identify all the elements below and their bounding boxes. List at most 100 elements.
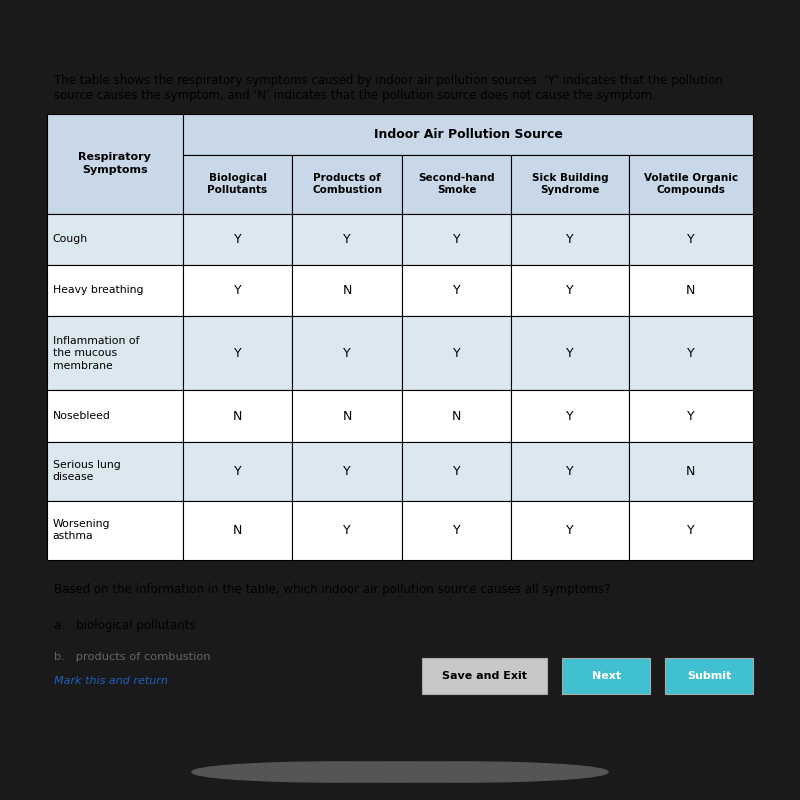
- Text: Y: Y: [687, 524, 694, 537]
- Text: N: N: [686, 284, 696, 297]
- Text: Y: Y: [453, 233, 461, 246]
- Bar: [182, 316, 292, 390]
- Text: Products of
Combustion: Products of Combustion: [312, 173, 382, 195]
- Bar: [46, 316, 182, 390]
- Bar: [46, 214, 182, 265]
- Bar: [182, 114, 754, 154]
- Text: N: N: [452, 410, 462, 422]
- Bar: [46, 114, 182, 214]
- Bar: [402, 501, 511, 560]
- Text: N: N: [233, 410, 242, 422]
- Text: Sick Building
Syndrome: Sick Building Syndrome: [532, 173, 608, 195]
- Bar: [292, 390, 402, 442]
- Bar: [511, 390, 629, 442]
- Text: Y: Y: [453, 347, 461, 360]
- Text: Y: Y: [687, 347, 694, 360]
- Bar: [182, 501, 292, 560]
- Bar: [511, 442, 629, 501]
- Bar: [629, 442, 754, 501]
- Text: Volatile Organic
Compounds: Volatile Organic Compounds: [644, 173, 738, 195]
- Circle shape: [256, 762, 544, 782]
- Bar: [511, 214, 629, 265]
- Text: Y: Y: [343, 233, 351, 246]
- Text: Biological
Pollutants: Biological Pollutants: [207, 173, 267, 195]
- Text: Y: Y: [566, 347, 574, 360]
- Text: Y: Y: [566, 524, 574, 537]
- Bar: [292, 501, 402, 560]
- Text: Y: Y: [234, 465, 242, 478]
- Text: N: N: [342, 410, 352, 422]
- Text: N: N: [233, 524, 242, 537]
- Text: Y: Y: [234, 347, 242, 360]
- Bar: [511, 154, 629, 214]
- Bar: [402, 442, 511, 501]
- Text: Y: Y: [687, 233, 694, 246]
- Bar: [182, 265, 292, 316]
- Text: Indoor Air Pollution Source: Indoor Air Pollution Source: [374, 128, 562, 141]
- Text: Inflammation of
the mucous
membrane: Inflammation of the mucous membrane: [53, 336, 139, 370]
- Circle shape: [192, 762, 480, 782]
- Bar: [402, 154, 511, 214]
- Text: N: N: [342, 284, 352, 297]
- Bar: [46, 265, 182, 316]
- Bar: [182, 154, 292, 214]
- Bar: [402, 316, 511, 390]
- Text: Heavy breathing: Heavy breathing: [53, 286, 143, 295]
- Bar: [182, 442, 292, 501]
- Text: Y: Y: [234, 233, 242, 246]
- Bar: [182, 214, 292, 265]
- Bar: [182, 390, 292, 442]
- Bar: [402, 390, 511, 442]
- Text: Cough: Cough: [53, 234, 88, 244]
- Bar: [511, 265, 629, 316]
- Text: Y: Y: [343, 524, 351, 537]
- Text: a.   biological pollutants: a. biological pollutants: [54, 618, 196, 632]
- Bar: [402, 265, 511, 316]
- Bar: [292, 214, 402, 265]
- Bar: [629, 501, 754, 560]
- Text: Y: Y: [566, 233, 574, 246]
- Text: Submit: Submit: [687, 671, 731, 681]
- Text: Next: Next: [591, 671, 621, 681]
- Bar: [629, 154, 754, 214]
- Text: Worsening
asthma: Worsening asthma: [53, 519, 110, 542]
- Text: The table shows the respiratory symptoms caused by indoor air pollution sources.: The table shows the respiratory symptoms…: [54, 74, 723, 102]
- Text: Y: Y: [566, 284, 574, 297]
- Text: Y: Y: [453, 465, 461, 478]
- Text: Nosebleed: Nosebleed: [53, 411, 110, 421]
- Bar: [511, 316, 629, 390]
- Text: Y: Y: [343, 347, 351, 360]
- Text: Mark this and return: Mark this and return: [54, 676, 168, 686]
- Text: Second-hand
Smoke: Second-hand Smoke: [418, 173, 495, 195]
- Bar: [562, 658, 650, 694]
- Text: Serious lung
disease: Serious lung disease: [53, 460, 120, 482]
- Text: Save and Exit: Save and Exit: [442, 671, 527, 681]
- Bar: [629, 316, 754, 390]
- Bar: [422, 658, 547, 694]
- Circle shape: [320, 762, 608, 782]
- Bar: [629, 214, 754, 265]
- Bar: [292, 265, 402, 316]
- Text: N: N: [686, 465, 696, 478]
- Text: Y: Y: [234, 284, 242, 297]
- Text: Respiratory
Symptoms: Respiratory Symptoms: [78, 152, 151, 174]
- Text: Y: Y: [453, 284, 461, 297]
- Bar: [292, 316, 402, 390]
- Bar: [665, 658, 754, 694]
- Bar: [402, 214, 511, 265]
- Text: Y: Y: [566, 465, 574, 478]
- Bar: [629, 265, 754, 316]
- Text: b.   products of combustion: b. products of combustion: [54, 651, 210, 662]
- Bar: [46, 442, 182, 501]
- Text: Y: Y: [566, 410, 574, 422]
- Text: Based on the information in the table, which indoor air pollution source causes : Based on the information in the table, w…: [54, 582, 610, 596]
- Bar: [629, 390, 754, 442]
- Text: Y: Y: [343, 465, 351, 478]
- Text: Y: Y: [453, 524, 461, 537]
- Text: Y: Y: [687, 410, 694, 422]
- Bar: [46, 501, 182, 560]
- Bar: [46, 390, 182, 442]
- Bar: [511, 501, 629, 560]
- Bar: [292, 442, 402, 501]
- Bar: [292, 154, 402, 214]
